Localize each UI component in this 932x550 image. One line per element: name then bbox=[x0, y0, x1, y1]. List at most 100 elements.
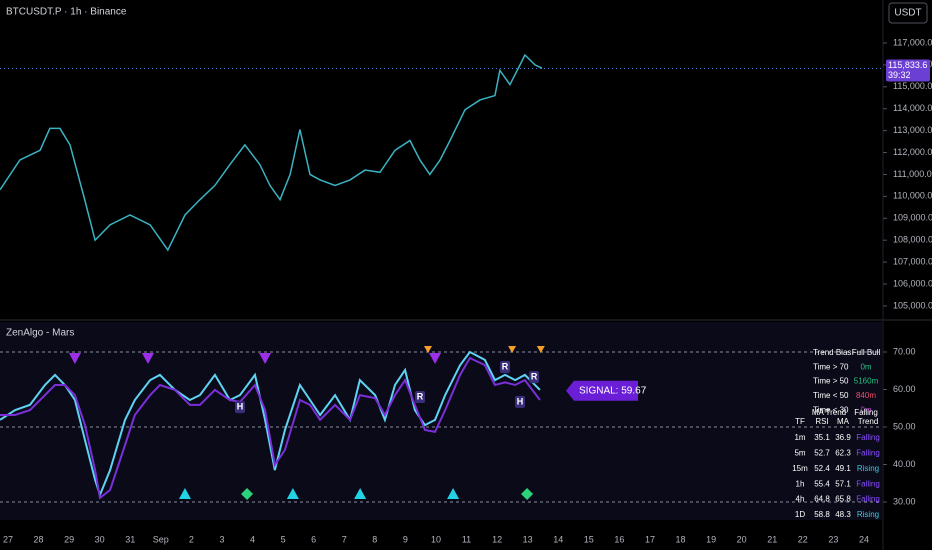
table-group-header: MA Trend bbox=[812, 408, 846, 417]
x-tick-label: 16 bbox=[614, 534, 624, 544]
oscillator-line bbox=[0, 356, 541, 500]
y-tick-label: 111,000.0 bbox=[893, 169, 932, 179]
y-tick-label: 113,000.0 bbox=[893, 125, 932, 135]
stats-label: Time > 50 bbox=[813, 377, 849, 386]
x-tick-label: 2 bbox=[189, 534, 194, 544]
x-tick-label: 3 bbox=[219, 534, 224, 544]
y-tick-label: 70.00 bbox=[893, 346, 916, 356]
stats-label: Time < 30 bbox=[813, 405, 849, 414]
x-tick-label: 14 bbox=[553, 534, 563, 544]
x-tick-label: 19 bbox=[706, 534, 716, 544]
signal-marker bbox=[259, 353, 272, 364]
x-tick-label: 13 bbox=[523, 534, 533, 544]
stats-label: Time < 50 bbox=[813, 391, 849, 400]
signal-marker bbox=[141, 353, 154, 364]
table-cell: 49.1 bbox=[835, 464, 851, 473]
table-cell: 57.1 bbox=[835, 479, 851, 488]
table-cell: 15m bbox=[792, 464, 808, 473]
table-header: RSI bbox=[815, 417, 828, 426]
y-tick-label: 60.00 bbox=[893, 384, 916, 394]
indicator-title: ZenAlgo - Mars bbox=[6, 328, 74, 339]
signal-label: SIGNAL: 59.67 bbox=[579, 385, 647, 396]
y-tick-label: 107,000.0 bbox=[893, 256, 932, 266]
label-box bbox=[529, 371, 540, 384]
y-tick-label: 40.00 bbox=[893, 459, 916, 469]
x-tick-label: 4 bbox=[250, 534, 255, 544]
table-cell: 52.7 bbox=[814, 449, 830, 458]
table-cell: Rising bbox=[857, 464, 879, 473]
x-tick-label: 23 bbox=[828, 534, 838, 544]
label-text: H bbox=[517, 396, 524, 406]
x-tick-label: 18 bbox=[676, 534, 686, 544]
signal-marker bbox=[536, 346, 545, 353]
x-tick-label: 6 bbox=[311, 534, 316, 544]
table-cell: 35.1 bbox=[814, 433, 830, 442]
table-cell: Falling bbox=[856, 449, 880, 458]
price-line bbox=[0, 53, 543, 252]
stats-value: Full Bull bbox=[852, 348, 881, 357]
x-tick-label: 5 bbox=[281, 534, 286, 544]
signal-marker bbox=[429, 353, 442, 364]
table-cell: 5m bbox=[794, 449, 805, 458]
stats-value: 5160m bbox=[854, 377, 879, 386]
stats-value: 840m bbox=[856, 391, 876, 400]
signal-marker bbox=[286, 488, 299, 499]
stats-label: Time > 70 bbox=[813, 362, 849, 371]
table-cell: 65.8 bbox=[835, 495, 851, 504]
table-header: Trend bbox=[858, 417, 879, 426]
y-tick-label: 109,000.0 bbox=[893, 213, 932, 223]
table-cell: 55.4 bbox=[814, 479, 830, 488]
signal-marker bbox=[178, 488, 191, 499]
table-cell: 4h bbox=[796, 495, 805, 504]
oscillator-line bbox=[0, 350, 541, 498]
table-cell: Rising bbox=[857, 510, 879, 519]
table-cell: 64.8 bbox=[814, 495, 830, 504]
stats-value: 0m bbox=[860, 405, 871, 414]
countdown-label: 39:32 bbox=[888, 70, 911, 80]
signal-marker bbox=[241, 488, 254, 500]
x-tick-label: 20 bbox=[737, 534, 747, 544]
label-box bbox=[515, 395, 526, 408]
x-tick-label: 31 bbox=[125, 534, 135, 544]
table-header: MA bbox=[837, 417, 850, 426]
x-tick-label: 7 bbox=[342, 534, 347, 544]
table-cell: 62.3 bbox=[835, 449, 851, 458]
x-tick-label: Sep bbox=[153, 534, 169, 544]
stats-label: Trend Bias bbox=[813, 348, 851, 357]
x-tick-label: 9 bbox=[403, 534, 408, 544]
table-cell: 36.9 bbox=[835, 433, 851, 442]
x-tick-label: 11 bbox=[462, 534, 471, 544]
x-tick-label: 12 bbox=[492, 534, 502, 544]
signal-marker bbox=[354, 488, 367, 499]
currency-label[interactable]: USDT bbox=[894, 8, 921, 19]
table-cell: 1h bbox=[796, 479, 805, 488]
x-tick-label: 15 bbox=[584, 534, 594, 544]
label-text: R bbox=[531, 372, 538, 382]
table-cell: 1m bbox=[794, 433, 805, 442]
currency-button[interactable] bbox=[888, 2, 928, 24]
table-cell: Falling bbox=[856, 479, 880, 488]
table-cell: Falling bbox=[856, 495, 880, 504]
y-tick-label: 30.00 bbox=[893, 496, 916, 506]
y-tick-label: 114,000.0 bbox=[893, 103, 932, 113]
signal-marker bbox=[521, 488, 534, 500]
y-tick-label: 105,000.0 bbox=[893, 300, 932, 310]
x-tick-label: 21 bbox=[767, 534, 777, 544]
last-price-label: 115,833.6 bbox=[888, 60, 927, 70]
x-tick-label: 28 bbox=[34, 534, 44, 544]
signal-marker bbox=[447, 488, 460, 499]
x-tick-label: 30 bbox=[95, 534, 105, 544]
x-tick-label: 10 bbox=[431, 534, 441, 544]
table-cell: 58.8 bbox=[814, 510, 830, 519]
label-box bbox=[415, 391, 426, 403]
x-tick-label: 24 bbox=[859, 534, 869, 544]
y-tick-label: 106,000.0 bbox=[893, 278, 932, 288]
y-tick-label: 50.00 bbox=[893, 421, 916, 431]
signal-marker bbox=[508, 346, 517, 353]
y-tick-label: 112,000.0 bbox=[893, 147, 932, 157]
table-cell: 48.3 bbox=[835, 510, 851, 519]
x-tick-label: 8 bbox=[372, 534, 377, 544]
table-group-header: Falling bbox=[854, 408, 878, 417]
last-price-tag bbox=[886, 59, 930, 82]
